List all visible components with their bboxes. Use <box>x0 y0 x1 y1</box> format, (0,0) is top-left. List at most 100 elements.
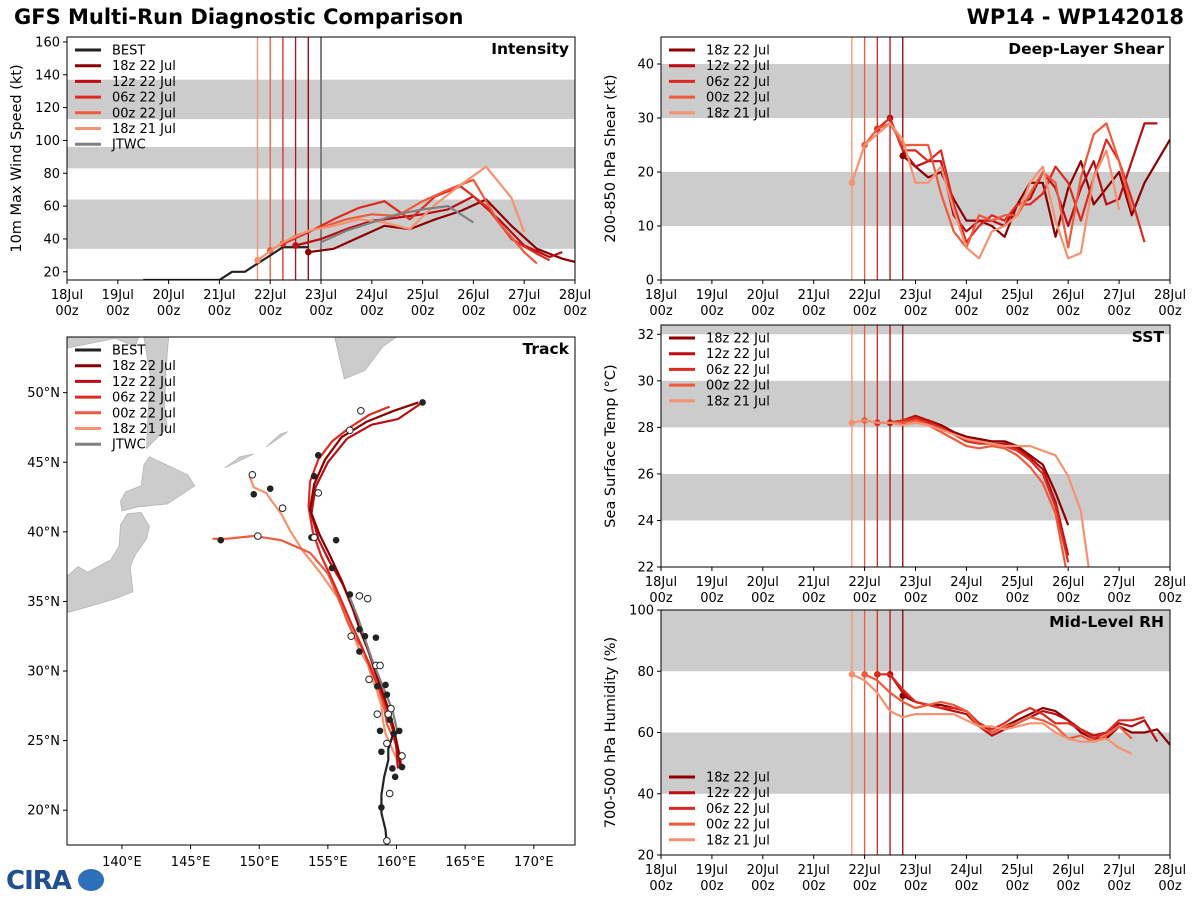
track-position-marker <box>346 591 354 598</box>
intensity-init-point <box>292 242 299 249</box>
shear-series-00z-22-jul <box>863 122 1133 249</box>
shear-legend-label: 06z 22 Jul <box>706 75 770 90</box>
rh-legend-label: 18z 21 Jul <box>706 833 770 848</box>
shear-xtick-label: 27Jul <box>1103 288 1135 303</box>
track-position-marker <box>310 533 318 542</box>
track-legend-label: 18z 22 Jul <box>112 359 176 374</box>
sst-ytick-label: 26 <box>637 467 654 482</box>
intensity-xtick-label: 00z <box>208 304 232 319</box>
track-xtick-label: 155°E <box>308 855 348 870</box>
intensity-legend-label: 18z 22 Jul <box>112 59 176 74</box>
rh-init-point <box>848 671 856 678</box>
track-position-marker <box>347 632 356 641</box>
rh-legend-label: 06z 22 Jul <box>706 802 770 817</box>
sst-xtick-label: 18Jul <box>645 575 677 590</box>
sst-ytick-label: 24 <box>637 514 654 529</box>
rh-legend-label: 00z 22 Jul <box>706 818 770 833</box>
shear-legend-label: 00z 22 Jul <box>706 91 770 106</box>
figure-title: GFS Multi-Run Diagnostic Comparison <box>14 5 464 29</box>
sst-xtick-label: 23Jul <box>899 575 931 590</box>
track-position-marker <box>386 716 393 724</box>
rh-legend-label: 12z 22 Jul <box>706 786 770 801</box>
track-xtick-label: 150°E <box>239 855 279 870</box>
intensity-xtick-label: 24Jul <box>356 288 388 303</box>
track-position-marker <box>378 748 385 756</box>
rh-ylabel: 700-500 hPa Humidity (%) <box>603 637 619 828</box>
sst-xtick-label: 00z <box>853 591 877 606</box>
track-position-marker <box>382 681 389 689</box>
sst-ytick-label: 28 <box>637 421 654 436</box>
rh-xtick-label: 00z <box>700 879 724 894</box>
panel-intensity: 2040608010012014016018Jul00z19Jul00z20Ju… <box>9 35 591 319</box>
intensity-xtick-label: 21Jul <box>203 288 235 303</box>
intensity-xtick-label: 00z <box>360 304 384 319</box>
sst-series-18z-21-jul <box>851 419 1090 567</box>
intensity-legend-label: 12z 22 Jul <box>112 75 176 90</box>
track-position-marker <box>356 625 363 633</box>
intensity-ytick-label: 140 <box>35 68 60 83</box>
track-ytick-label: 40°N <box>27 525 60 540</box>
rh-series-18z-21-jul <box>851 673 1133 755</box>
rh-xtick-label: 00z <box>1158 879 1182 894</box>
shear-xtick-label: 00z <box>802 304 826 319</box>
intensity-xtick-label: 22Jul <box>254 288 286 303</box>
land-mass <box>265 431 289 448</box>
track-position-marker <box>217 536 225 544</box>
intensity-legend-label: 06z 22 Jul <box>112 91 176 106</box>
shear-series-group <box>848 114 1170 260</box>
track-position-marker <box>398 752 406 760</box>
shear-xtick-label: 00z <box>955 304 979 319</box>
shear-legend-label: 18z 21 Jul <box>706 106 770 121</box>
track-position-marker <box>365 675 373 684</box>
sst-legend-label: 00z 22 Jul <box>706 379 770 394</box>
intensity-ytick-label: 100 <box>35 134 60 149</box>
intensity-xtick-label: 18Jul <box>51 288 83 303</box>
sst-title: SST <box>1132 328 1165 346</box>
shear-xtick-label: 23Jul <box>899 288 931 303</box>
rh-init-point <box>861 671 868 678</box>
track-legend-label: 06z 22 Jul <box>112 391 176 406</box>
track-position-marker <box>376 727 384 735</box>
shear-xtick-label: 26Jul <box>1052 288 1084 303</box>
track-legend-label: BEST <box>112 344 145 359</box>
track-position-marker <box>357 406 365 415</box>
track-position-marker <box>383 739 391 748</box>
intensity-ytick-label: 80 <box>43 167 60 182</box>
track-xtick-label: 145°E <box>171 855 211 870</box>
intensity-legend-label: JTWC <box>111 138 146 153</box>
sst-xtick-label: 22Jul <box>848 575 880 590</box>
track-position-marker <box>355 592 364 600</box>
track-ytick-label: 25°N <box>27 734 60 749</box>
track-18z-21-jul <box>248 475 399 766</box>
rh-xtick-label: 00z <box>853 879 877 894</box>
sst-legend-label: 18z 21 Jul <box>706 394 770 409</box>
cira-logo-icon <box>78 869 104 891</box>
rh-title: Mid-Level RH <box>1049 613 1164 631</box>
track-legend-label: 12z 22 Jul <box>112 375 176 390</box>
intensity-xtick-label: 00z <box>563 304 587 319</box>
intensity-series-best <box>143 246 309 280</box>
shear-legend-label: 12z 22 Jul <box>706 59 770 74</box>
shear-series-06z-22-jul <box>876 116 1146 244</box>
track-position-marker <box>398 763 406 771</box>
shear-band <box>661 64 1170 118</box>
rh-xtick-label: 24Jul <box>950 863 982 878</box>
track-position-marker <box>389 765 396 772</box>
shear-ytick-label: 30 <box>637 112 654 127</box>
track-position-marker <box>332 536 340 544</box>
track-position-marker <box>383 691 391 698</box>
track-position-marker <box>372 634 380 641</box>
sst-xtick-label: 27Jul <box>1103 575 1135 590</box>
rh-xtick-label: 00z <box>1006 879 1030 894</box>
shear-xtick-label: 00z <box>1006 304 1030 319</box>
track-position-marker <box>310 472 318 480</box>
sst-legend-label: 18z 22 Jul <box>706 332 770 347</box>
rh-xtick-label: 26Jul <box>1052 863 1084 878</box>
track-position-marker <box>387 704 395 713</box>
intensity-title: Intensity <box>491 40 569 58</box>
rh-init-point <box>874 671 881 678</box>
panel-shear: 01020304018Jul00z19Jul00z20Jul00z21Jul00… <box>603 36 1186 319</box>
track-position-marker <box>363 594 372 603</box>
rh-legend-label: 18z 22 Jul <box>706 771 770 786</box>
